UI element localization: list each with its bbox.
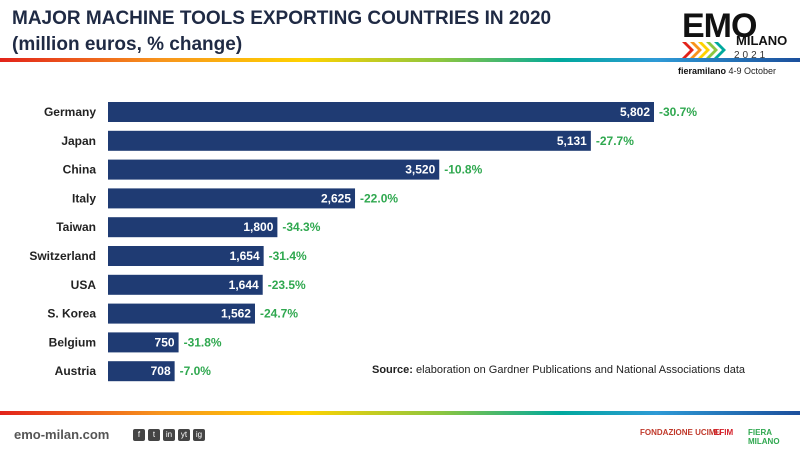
value-label: 3,520 — [405, 163, 435, 177]
change-label: -24.7% — [260, 307, 298, 321]
change-label: -30.7% — [659, 105, 697, 119]
logo-arrows-icon — [682, 42, 726, 58]
value-label: 1,562 — [221, 307, 251, 321]
value-label: 1,800 — [243, 220, 273, 234]
change-label: -31.4% — [269, 249, 307, 263]
logo-milano-text: MILANO — [736, 33, 788, 48]
logo-emo-text: EMO — [682, 7, 757, 45]
change-label: -34.3% — [282, 220, 320, 234]
bar — [108, 332, 179, 353]
category-label: Belgium — [49, 335, 96, 349]
category-label: S. Korea — [47, 307, 96, 321]
source-text: elaboration on Gardner Publications and … — [416, 364, 746, 376]
bar — [108, 102, 654, 122]
change-label: -31.8% — [184, 335, 222, 349]
logo-dates: 4-9 October — [728, 66, 777, 76]
bar — [108, 361, 175, 382]
category-label: Switzerland — [29, 249, 96, 263]
category-label: Italy — [72, 191, 96, 205]
value-label: 5,802 — [620, 105, 650, 119]
logo-year: 2021 — [734, 50, 769, 61]
facebook-icon[interactable]: f — [133, 429, 145, 441]
value-label: 1,654 — [230, 249, 260, 263]
category-label: Germany — [44, 105, 96, 119]
bar — [108, 246, 264, 266]
change-label: -27.7% — [596, 134, 634, 148]
category-label: Japan — [61, 134, 96, 148]
bottom-rainbow-divider — [0, 411, 800, 415]
change-label: -10.8% — [444, 163, 482, 177]
title-line-2: (million euros, % change) — [12, 34, 243, 55]
category-label: USA — [71, 278, 97, 292]
source-note: Source: elaboration on Gardner Publicati… — [372, 364, 745, 376]
value-label: 750 — [155, 335, 175, 349]
linkedin-icon[interactable]: in — [163, 429, 175, 441]
emo-logo: EMO MILANO 2021 fieramilano 4-9 October — [674, 7, 788, 80]
category-label: Taiwan — [56, 220, 96, 234]
category-label: China — [63, 163, 97, 177]
value-label: 708 — [151, 364, 171, 378]
change-label: -22.0% — [360, 191, 398, 205]
category-label: Austria — [55, 364, 97, 378]
value-label: 1,644 — [229, 278, 259, 292]
logo-fiera-name: fieramilano — [678, 66, 727, 76]
value-label: 2,625 — [321, 191, 351, 205]
bar — [108, 188, 356, 209]
youtube-icon[interactable]: yt — [178, 429, 190, 441]
footer-url-link[interactable]: emo-milan.com — [14, 427, 110, 442]
social-icons: f t in yt ig — [133, 429, 205, 441]
partner-efim: EFIM — [714, 428, 734, 437]
twitter-icon[interactable]: t — [148, 429, 160, 441]
change-label: -7.0% — [180, 364, 212, 378]
partner-ucimu: FONDAZIONE UCIMU — [640, 428, 722, 437]
value-label: 5,131 — [557, 134, 587, 148]
top-rainbow-divider — [0, 58, 800, 62]
bar — [108, 217, 278, 238]
title-line-1: MAJOR MACHINE TOOLS EXPORTING COUNTRIES … — [12, 8, 552, 29]
instagram-icon[interactable]: ig — [193, 429, 205, 441]
logo-fiera: fieramilano 4-9 October — [678, 66, 776, 77]
bar — [108, 159, 440, 180]
bar — [108, 130, 591, 151]
bar — [108, 303, 255, 324]
bar — [108, 274, 263, 295]
partner-fiera-milano: FIERA MILANO — [748, 428, 780, 446]
chart-title: MAJOR MACHINE TOOLS EXPORTING COUNTRIES … — [12, 6, 551, 58]
source-label: Source: — [372, 364, 413, 376]
bar-chart: Germany 5,802 -30.7% Japan 5,131 -27.7% China 3… — [29, 102, 697, 382]
change-label: -23.5% — [268, 278, 306, 292]
